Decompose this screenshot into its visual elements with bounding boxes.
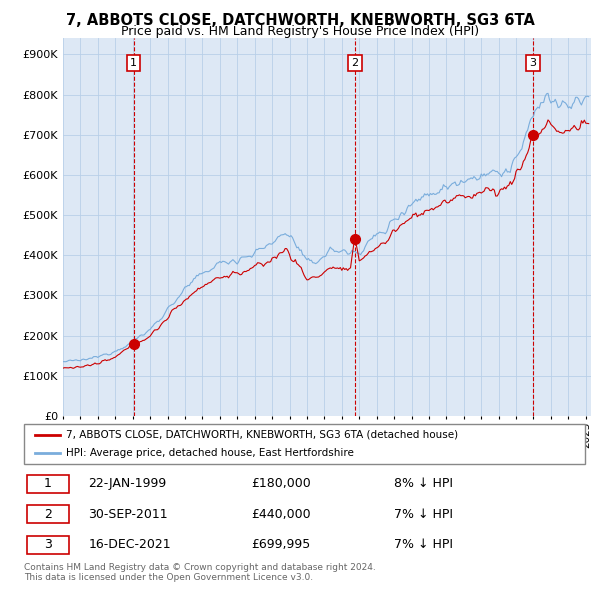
Text: 7, ABBOTS CLOSE, DATCHWORTH, KNEBWORTH, SG3 6TA (detached house): 7, ABBOTS CLOSE, DATCHWORTH, KNEBWORTH, … [66,430,458,440]
Text: 16-DEC-2021: 16-DEC-2021 [89,538,171,551]
FancyBboxPatch shape [27,474,69,493]
Text: 7% ↓ HPI: 7% ↓ HPI [394,507,453,521]
Text: HPI: Average price, detached house, East Hertfordshire: HPI: Average price, detached house, East… [66,448,354,458]
FancyBboxPatch shape [27,505,69,523]
Text: 8% ↓ HPI: 8% ↓ HPI [394,477,453,490]
Text: 2: 2 [351,58,358,68]
Text: 22-JAN-1999: 22-JAN-1999 [89,477,167,490]
FancyBboxPatch shape [27,536,69,554]
Text: 7, ABBOTS CLOSE, DATCHWORTH, KNEBWORTH, SG3 6TA: 7, ABBOTS CLOSE, DATCHWORTH, KNEBWORTH, … [65,13,535,28]
Text: £699,995: £699,995 [251,538,310,551]
Text: 1: 1 [130,58,137,68]
Text: 3: 3 [529,58,536,68]
Text: Price paid vs. HM Land Registry's House Price Index (HPI): Price paid vs. HM Land Registry's House … [121,25,479,38]
Text: 3: 3 [44,538,52,551]
Text: 7% ↓ HPI: 7% ↓ HPI [394,538,453,551]
Text: 1: 1 [44,477,52,490]
Text: £180,000: £180,000 [251,477,311,490]
Text: Contains HM Land Registry data © Crown copyright and database right 2024.
This d: Contains HM Land Registry data © Crown c… [24,563,376,582]
Text: 30-SEP-2011: 30-SEP-2011 [89,507,168,521]
Text: 2: 2 [44,507,52,521]
Text: £440,000: £440,000 [251,507,311,521]
